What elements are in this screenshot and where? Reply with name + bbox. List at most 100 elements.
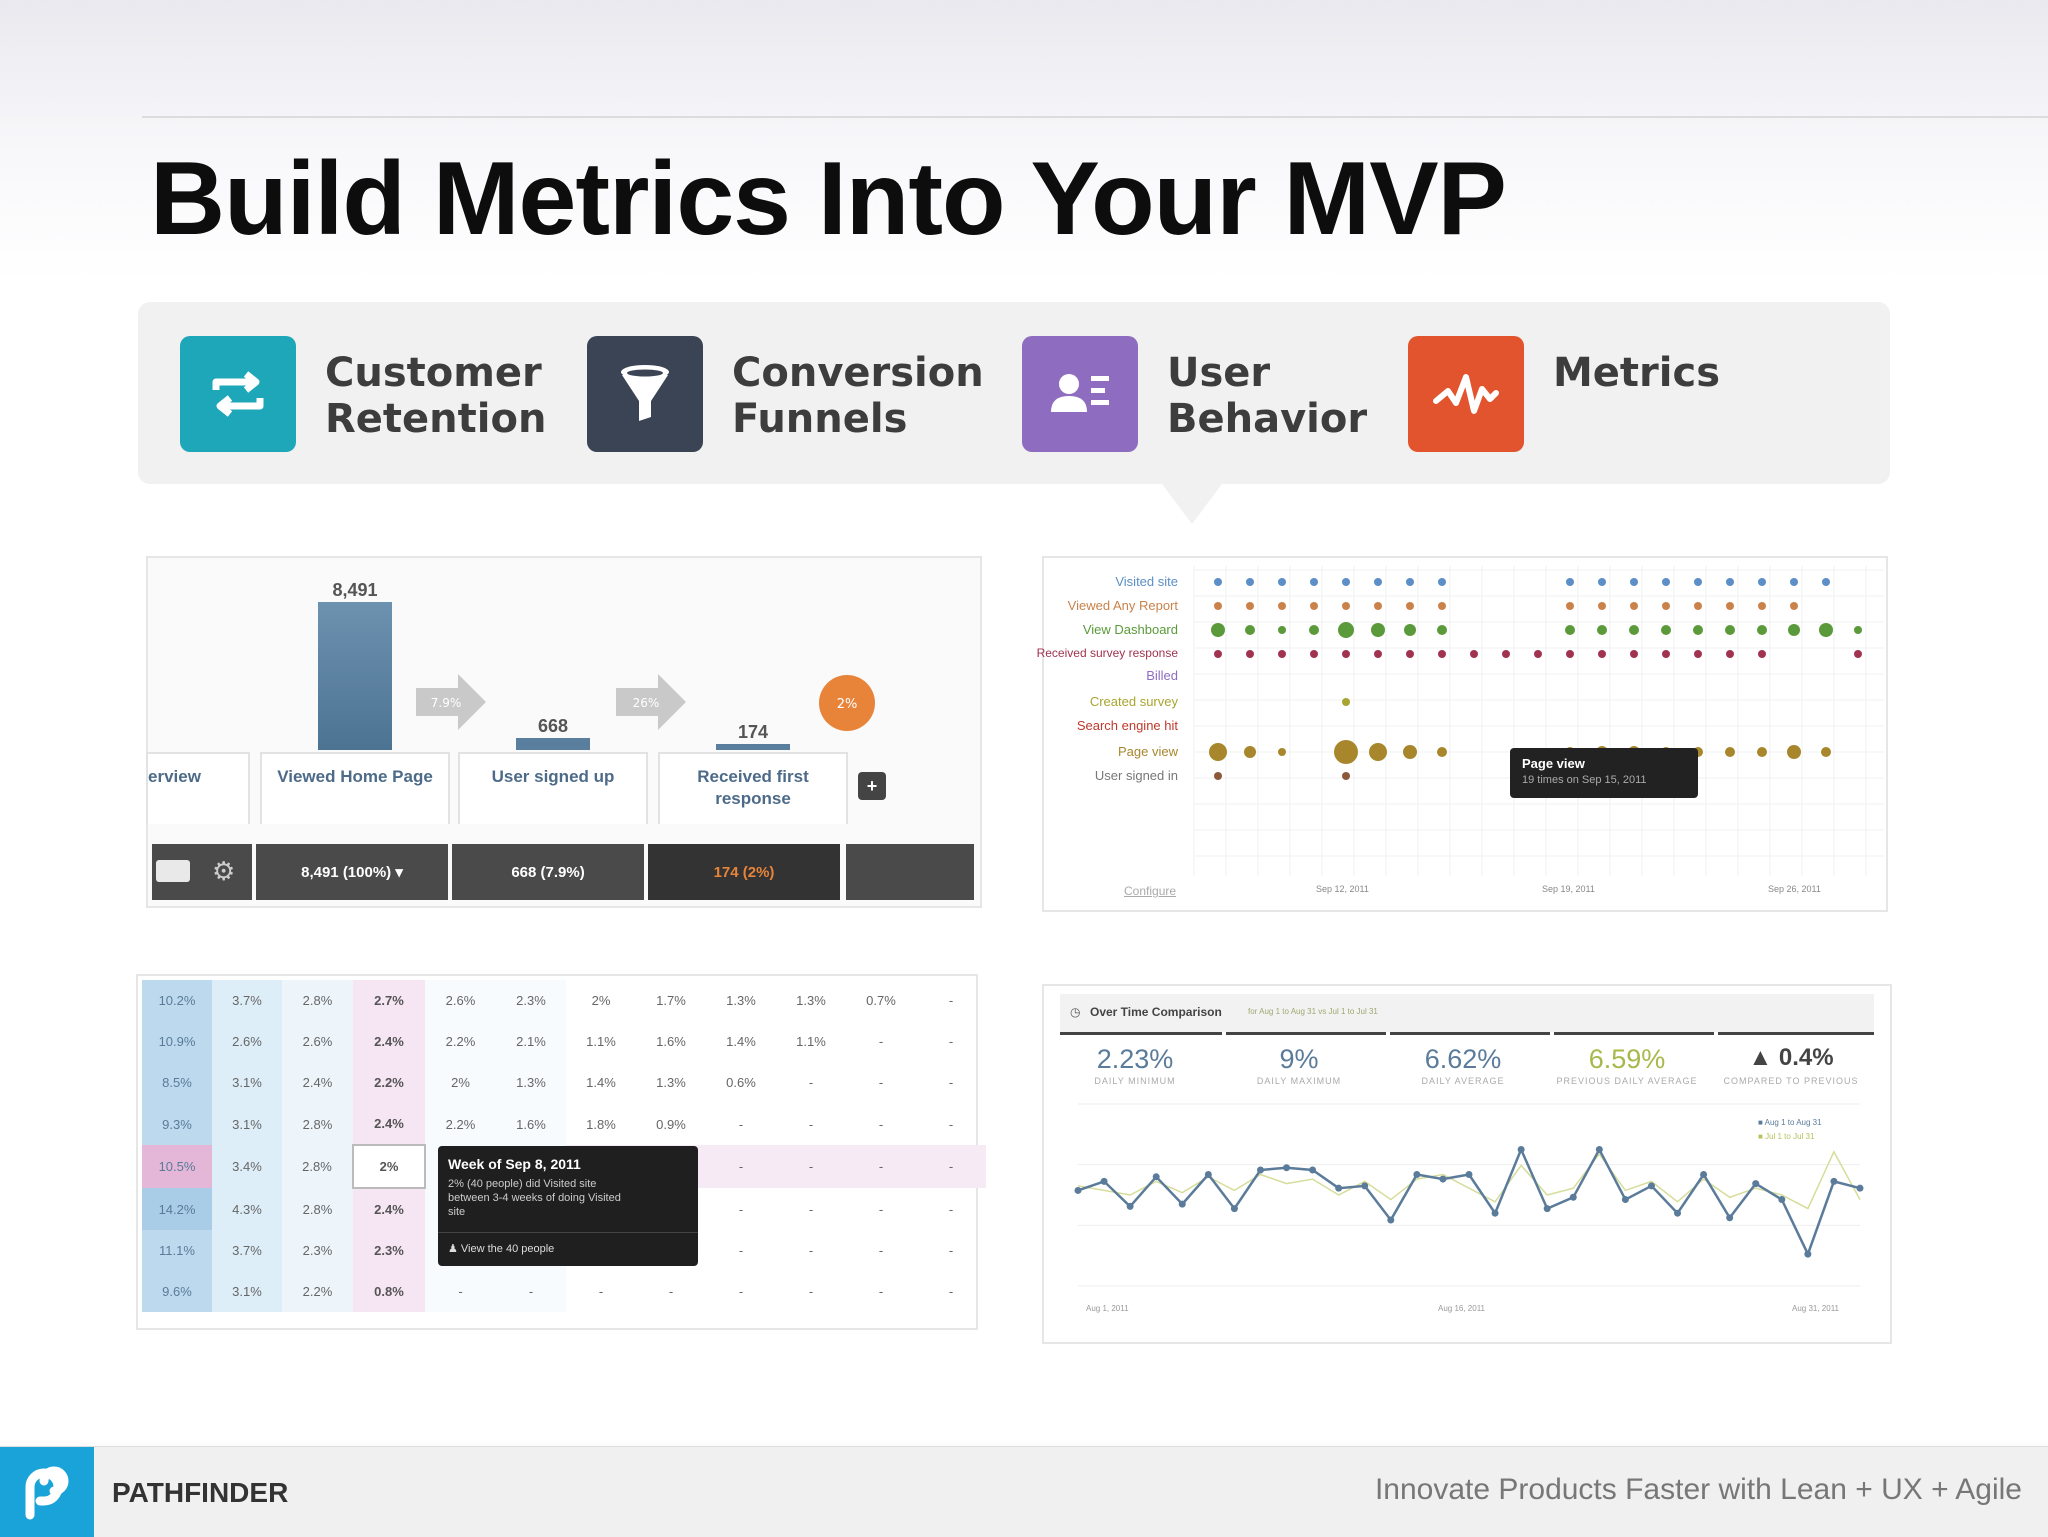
cohort-cell[interactable]: 2.4%: [353, 1103, 425, 1145]
cohort-cell[interactable]: 11.1%: [142, 1230, 212, 1271]
cohort-cell[interactable]: 2.8%: [282, 1188, 353, 1230]
cohort-cell[interactable]: -: [738, 1116, 744, 1132]
cohort-cell[interactable]: -: [738, 1201, 744, 1217]
cohort-cell[interactable]: -: [948, 1159, 954, 1174]
cohort-cell[interactable]: 2%: [352, 1144, 426, 1189]
cohort-cell[interactable]: 2.2%: [353, 1062, 425, 1103]
behavior-dot: [1661, 625, 1671, 635]
cohort-cell[interactable]: 1.6%: [496, 1103, 566, 1145]
cohort-cell[interactable]: 10.5%: [142, 1145, 212, 1188]
cohort-cell[interactable]: -: [598, 1284, 604, 1299]
cohort-cell[interactable]: 4.3%: [212, 1188, 282, 1230]
cohort-cell[interactable]: 2.2%: [425, 1021, 496, 1062]
cohort-cell[interactable]: 1.3%: [496, 1062, 566, 1103]
cohort-cell[interactable]: 3.7%: [212, 980, 282, 1021]
cohort-cell[interactable]: 1.7%: [656, 993, 686, 1008]
cohort-cell[interactable]: 8.5%: [142, 1062, 212, 1103]
series-point: [1830, 1177, 1838, 1185]
cohort-cell[interactable]: -: [948, 1075, 954, 1090]
cohort-cell[interactable]: -: [496, 1271, 566, 1312]
cohort-cell[interactable]: 1.6%: [656, 1034, 686, 1049]
cohort-cell[interactable]: 1.3%: [796, 993, 826, 1008]
cohort-cell[interactable]: -: [808, 1201, 814, 1217]
cohort-cell[interactable]: 0.9%: [656, 1116, 686, 1132]
cohort-cell[interactable]: 10.2%: [142, 980, 212, 1021]
cohort-cell[interactable]: -: [878, 1284, 884, 1299]
cohort-cell[interactable]: 1.4%: [586, 1075, 616, 1090]
cohort-cell[interactable]: 2.4%: [353, 1188, 425, 1230]
configure-link[interactable]: Configure: [1124, 884, 1177, 898]
cohort-cell[interactable]: -: [878, 1159, 884, 1174]
cohort-cell[interactable]: 3.4%: [212, 1145, 282, 1188]
cohort-cell[interactable]: 14.2%: [142, 1188, 212, 1230]
cohort-cell[interactable]: 2.2%: [282, 1271, 353, 1312]
funnel-cell[interactable]: 8,491 (100%) ▾: [256, 844, 448, 900]
series-point: [1230, 1205, 1238, 1213]
cohort-cell[interactable]: 10.9%: [142, 1021, 212, 1062]
cohort-cell[interactable]: -: [808, 1075, 814, 1090]
cohort-cell[interactable]: 2.3%: [353, 1230, 425, 1271]
cohort-cell[interactable]: -: [808, 1159, 814, 1174]
cohort-cell[interactable]: 2.4%: [282, 1062, 353, 1103]
cohort-cell[interactable]: -: [878, 1116, 884, 1132]
cohort-cell[interactable]: 2.6%: [282, 1021, 353, 1062]
cohort-cell[interactable]: 3.1%: [212, 1271, 282, 1312]
cohort-cell[interactable]: -: [878, 1201, 884, 1217]
gear-icon[interactable]: ⚙: [212, 856, 236, 886]
cohort-cell[interactable]: -: [808, 1284, 814, 1299]
cohort-cell[interactable]: 1.1%: [586, 1034, 616, 1049]
cohort-cell[interactable]: -: [808, 1116, 814, 1132]
cohort-cell[interactable]: 2.6%: [425, 980, 496, 1021]
cohort-cell[interactable]: 0.6%: [726, 1075, 756, 1090]
funnel-step[interactable]: Received first response: [658, 752, 848, 824]
cohort-cell[interactable]: -: [948, 1243, 954, 1258]
cohort-cell[interactable]: 2.7%: [353, 980, 425, 1021]
cohort-cell[interactable]: 1.1%: [796, 1034, 826, 1049]
cohort-cell[interactable]: 2.4%: [353, 1021, 425, 1062]
cohort-cell[interactable]: -: [948, 1116, 954, 1132]
funnel-select[interactable]: [156, 860, 190, 882]
cohort-cell[interactable]: 2%: [425, 1062, 496, 1103]
cohort-cell[interactable]: -: [948, 993, 954, 1008]
cohort-cell[interactable]: -: [948, 1034, 954, 1049]
cohort-cell[interactable]: -: [425, 1271, 496, 1312]
cohort-cell[interactable]: 0.8%: [353, 1271, 425, 1312]
cohort-cell[interactable]: 2.8%: [282, 980, 353, 1021]
cohort-cell[interactable]: -: [738, 1284, 744, 1299]
add-step-button[interactable]: +: [858, 772, 886, 800]
cohort-cell[interactable]: 9.6%: [142, 1271, 212, 1312]
behavior-dot: [1597, 625, 1607, 635]
funnel-step[interactable]: Viewed Home Page: [260, 752, 450, 824]
cohort-cell[interactable]: 2.3%: [282, 1230, 353, 1271]
cohort-cell[interactable]: -: [738, 1159, 744, 1174]
cohort-cell[interactable]: 0.7%: [866, 993, 896, 1008]
funnel-tab-overview[interactable]: erview: [146, 752, 250, 824]
cohort-cell[interactable]: 2.6%: [212, 1021, 282, 1062]
cohort-cell[interactable]: -: [808, 1243, 814, 1258]
cohort-cell[interactable]: 2.1%: [496, 1021, 566, 1062]
cohort-cell[interactable]: 1.3%: [726, 993, 756, 1008]
cohort-cell[interactable]: -: [668, 1284, 674, 1299]
cohort-cell[interactable]: 3.1%: [212, 1062, 282, 1103]
cohort-cell[interactable]: -: [878, 1243, 884, 1258]
cohort-cell[interactable]: 2.3%: [496, 980, 566, 1021]
cohort-cell[interactable]: -: [878, 1075, 884, 1090]
cohort-cell[interactable]: 3.7%: [212, 1230, 282, 1271]
cohort-cell[interactable]: -: [948, 1284, 954, 1299]
cohort-cell[interactable]: 1.8%: [586, 1116, 616, 1132]
cohort-cell[interactable]: 9.3%: [142, 1103, 212, 1145]
behavior-dot: [1822, 578, 1830, 586]
cohort-cell[interactable]: 1.3%: [656, 1075, 686, 1090]
cohort-cell[interactable]: 2%: [591, 993, 611, 1008]
funnel-step[interactable]: User signed up: [458, 752, 648, 824]
cohort-cell[interactable]: -: [738, 1243, 744, 1258]
cohort-cell[interactable]: 3.1%: [212, 1103, 282, 1145]
cohort-cell[interactable]: 2.8%: [282, 1145, 353, 1188]
view-people-link[interactable]: ♟ View the 40 people: [448, 1242, 554, 1255]
cohort-cell[interactable]: -: [878, 1034, 884, 1049]
cohort-cell[interactable]: 2.8%: [282, 1103, 353, 1145]
cohort-cell[interactable]: 2.2%: [425, 1103, 496, 1145]
cohort-cell[interactable]: 1.4%: [726, 1034, 756, 1049]
behavior-dot: [1437, 747, 1447, 757]
cohort-cell[interactable]: -: [948, 1201, 954, 1217]
